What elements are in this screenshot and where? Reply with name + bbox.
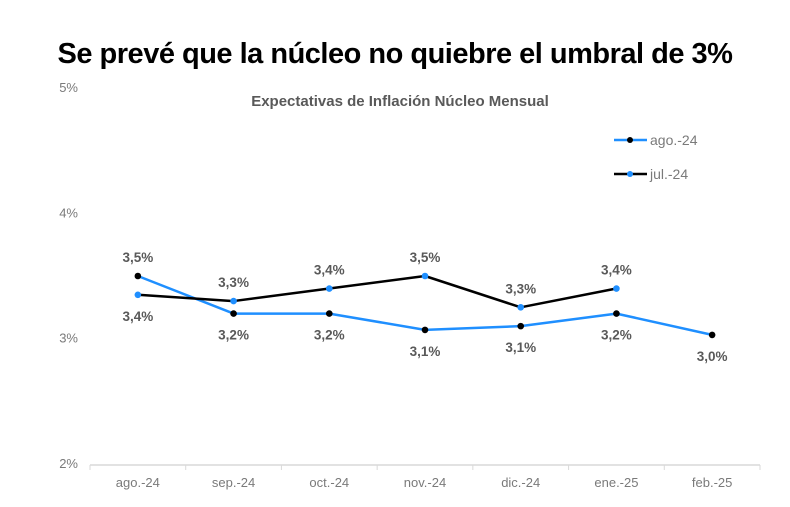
data-point <box>613 285 620 292</box>
legend-item: ago.-24 <box>614 132 698 148</box>
legend-label: jul.-24 <box>649 166 688 182</box>
x-tick-label: oct.-24 <box>309 475 349 490</box>
data-point <box>613 310 620 317</box>
legend-marker <box>627 137 633 143</box>
y-tick-label: 2% <box>59 456 78 471</box>
data-label: 3,2% <box>314 328 345 343</box>
data-label: 3,0% <box>697 349 728 364</box>
data-label: 3,5% <box>122 250 153 265</box>
data-label: 3,2% <box>601 328 632 343</box>
series-layer: 3,5%3,2% 3,2%3,1% 3,1%3,2%3,0%3,4%3,3%3,4%… <box>122 250 727 364</box>
data-label: 3,3% <box>218 275 249 290</box>
series-ago.-24: 3,5% 3,2% 3,2% 3,1% 3,1% 3,2% 3,0% <box>122 250 727 364</box>
x-tick-label: ene.-25 <box>594 475 638 490</box>
data-label: 3,5% <box>410 250 441 265</box>
y-tick-label: 5% <box>59 80 78 95</box>
legend-label: ago.-24 <box>650 132 698 148</box>
y-axis: 2% 3% 4% 5% <box>59 80 78 471</box>
data-point <box>134 272 142 280</box>
data-point <box>325 310 333 317</box>
legend-item: jul.-24 <box>614 166 688 182</box>
data-point <box>421 272 429 280</box>
x-tick-label: ago.-24 <box>116 475 160 490</box>
series-jul.-24: 3,4% 3,3% 3,4% 3,5% 3,3% 3,4% <box>122 250 631 324</box>
y-tick-label: 3% <box>59 331 78 346</box>
data-point <box>517 322 525 330</box>
y-tick-label: 4% <box>59 205 78 220</box>
data-point <box>230 310 237 317</box>
data-point <box>325 285 333 292</box>
data-label: 3,4% <box>601 263 632 278</box>
x-tick-label: dic.-24 <box>501 475 540 490</box>
x-tick-label: feb.-25 <box>692 475 732 490</box>
x-tick-label: sep.-24 <box>212 475 255 490</box>
series-line <box>137 274 617 309</box>
x-tick-label: nov.-24 <box>404 475 446 490</box>
headline: Se prevé que la núcleo no quiebre el umb… <box>57 38 733 70</box>
data-label: 3,1% <box>505 340 536 355</box>
data-label: 3,2% <box>218 328 249 343</box>
data-point <box>230 297 237 305</box>
legend: ago.-24 jul.-24 <box>614 132 698 182</box>
chart-title: Expectativas de Inflación Núcleo Mensual <box>251 93 549 110</box>
legend-marker <box>627 171 633 177</box>
data-point <box>421 326 429 334</box>
data-label: 3,4% <box>314 263 345 278</box>
data-point <box>134 291 142 299</box>
data-label: 3,4% <box>122 309 153 324</box>
x-axis: ago.-24 sep.-24 oct.-24 nov.-24 dic.-24 ene.-… <box>89 464 761 490</box>
data-point <box>708 331 716 339</box>
data-label: 3,1% <box>410 344 441 359</box>
data-point <box>517 304 525 311</box>
data-label: 3,3% <box>505 281 536 296</box>
